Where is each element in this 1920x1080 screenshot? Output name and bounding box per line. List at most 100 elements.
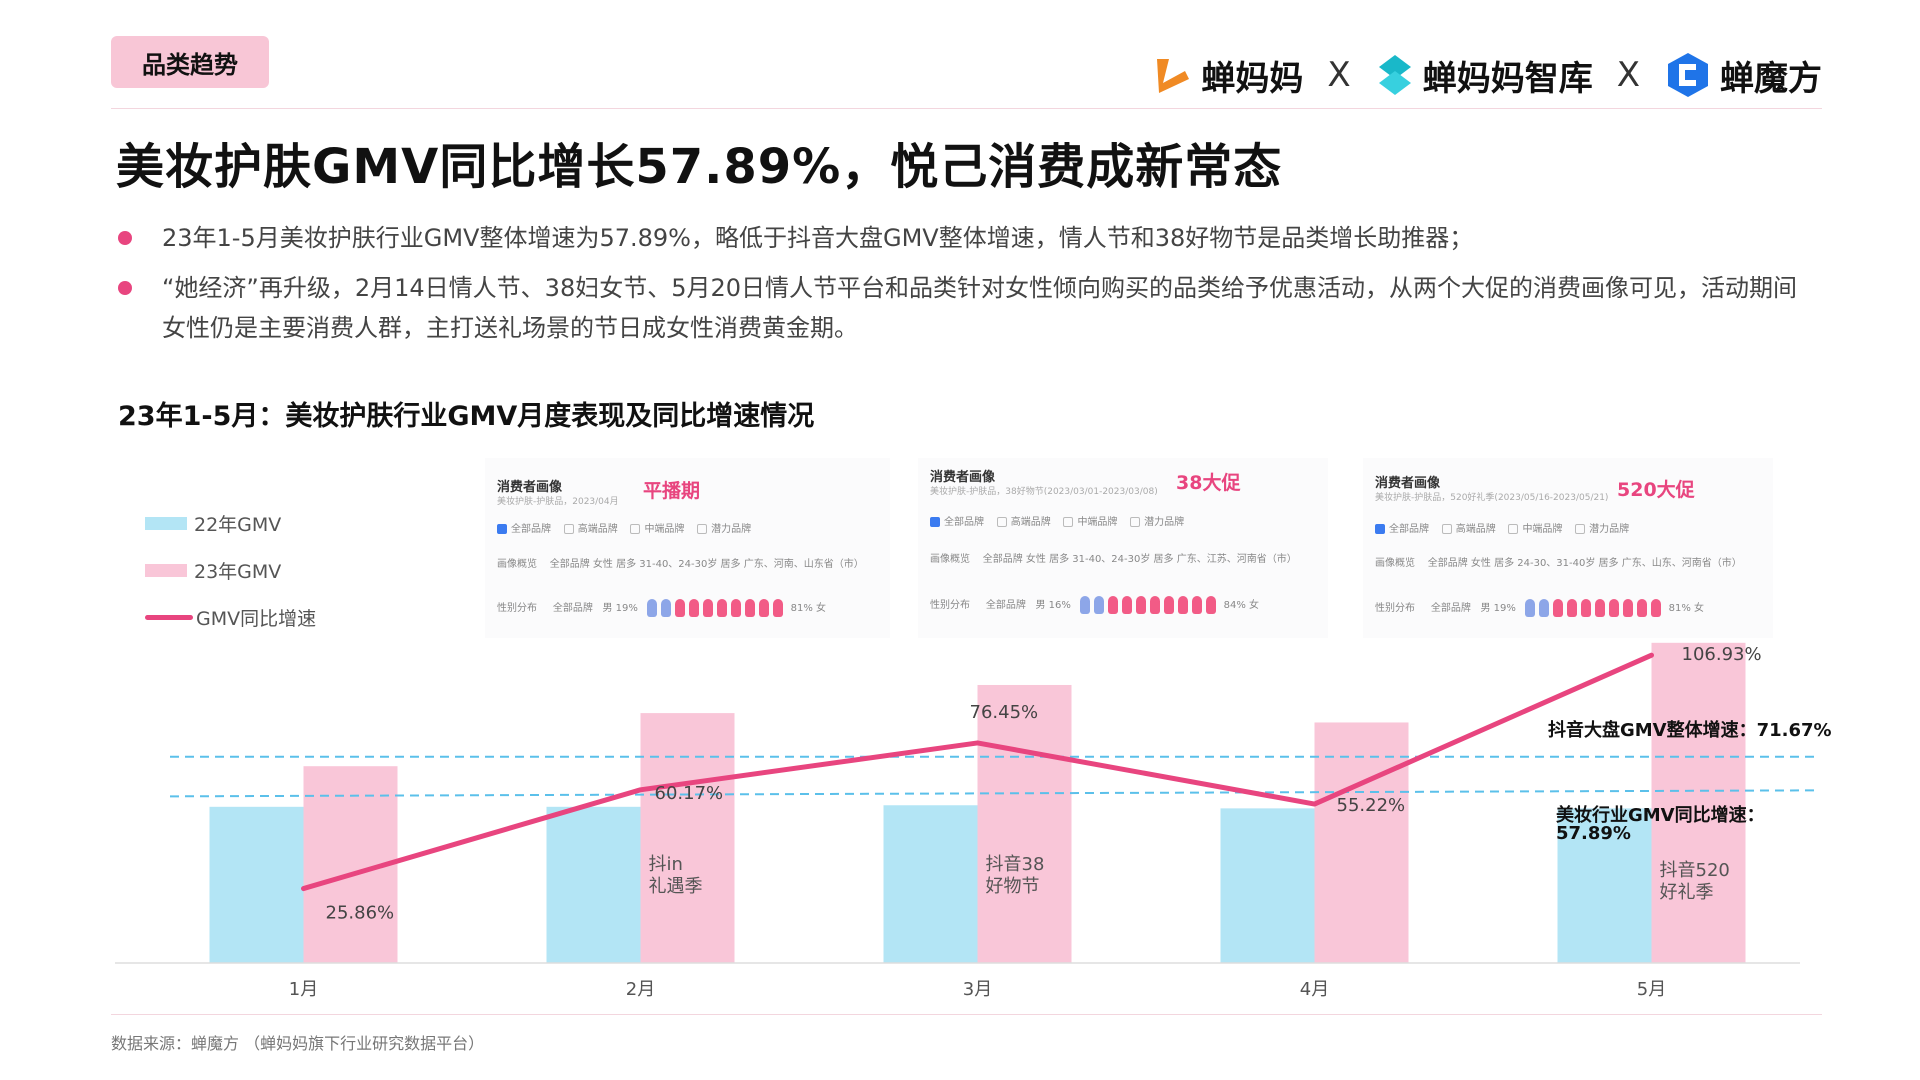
checkbox-icon[interactable]: [1508, 524, 1519, 534]
panel-subheading: 美妆护肤-护肤品，2023/04月: [497, 497, 619, 507]
checkbox-icon[interactable]: [1441, 524, 1452, 534]
growth-data-label: 55.22%: [1337, 795, 1406, 816]
female-person-icon: [1136, 596, 1147, 614]
x-tick-label: 5月: [1637, 979, 1666, 1000]
growth-data-label: 25.86%: [326, 903, 395, 924]
female-person-icon: [1581, 599, 1592, 617]
brand-filter-row: 全部品牌 高端品牌 中端品牌 潜力品牌: [1375, 520, 1629, 535]
female-person-icon: [675, 599, 686, 617]
douyin-growth-ref-label: 抖音大盘GMV整体增速：71.67%: [1548, 720, 1832, 741]
bar-annotation: 抖音38: [986, 854, 1045, 875]
overview-row: 画像概览 全部品牌 女性 居多 24-30、31-40岁 居多 广东、山东、河南…: [1375, 558, 1742, 569]
beauty-growth-ref-line: [169, 789, 1816, 798]
bar-annotation: 好礼季: [1660, 882, 1714, 903]
female-person-icon: [717, 599, 728, 617]
female-person-icon: [1192, 596, 1203, 614]
panel-subheading: 美妆护肤-护肤品，520好礼季(2023/05/16-2023/05/21): [1375, 493, 1609, 503]
checkbox-icon[interactable]: [996, 517, 1007, 527]
checkbox-icon[interactable]: [1063, 517, 1074, 527]
consumer-portrait-panel-38: 消费者画像 美妆护肤-护肤品，38好物节(2023/03/01-2023/03/…: [918, 458, 1328, 638]
male-person-icon: [1094, 596, 1105, 614]
gender-row: 性别分布 全部品牌 男 19% 81% 女: [497, 599, 826, 617]
bar-22-gmv: [883, 805, 978, 963]
female-person-icon: [1637, 599, 1648, 617]
data-source-note: 数据来源：蝉魔方 （蝉妈妈旗下行业研究数据平台）: [111, 1034, 485, 1053]
checkbox-icon[interactable]: [497, 524, 507, 534]
female-person-icon: [1150, 596, 1161, 614]
bar-23-gmv: [1314, 722, 1409, 963]
bar-annotation: 抖in: [649, 854, 683, 875]
legend-item-growth: GMV同比增速: [145, 594, 316, 641]
male-person-icon: [1080, 596, 1091, 614]
chanmama-zhiku-logo: 蝉妈妈智库: [1375, 51, 1593, 100]
gender-people-icons: [1080, 596, 1220, 614]
bullet-dot-icon: [118, 281, 132, 295]
legend-swatch: [145, 564, 187, 577]
bar-22-gmv: [546, 806, 641, 963]
bar-23-gmv: [640, 713, 735, 963]
female-person-icon: [1623, 599, 1634, 617]
male-person-icon: [1525, 599, 1536, 617]
bar-22-gmv: [1220, 808, 1315, 963]
header-divider: [111, 108, 1822, 109]
bullet-item: “她经济”再升级，2月14日情人节、38妇女节、5月20日情人节平台和品类针对女…: [118, 268, 1818, 348]
section-tag: 品类趋势: [111, 36, 269, 88]
male-person-icon: [647, 599, 658, 617]
growth-data-label: 76.45%: [970, 702, 1039, 723]
female-person-icon: [689, 599, 700, 617]
growth-data-label: 60.17%: [655, 783, 724, 804]
female-person-icon: [1651, 599, 1662, 617]
panel-heading: 消费者画像: [497, 480, 563, 495]
female-person-icon: [745, 599, 756, 617]
logo-separator: X: [1327, 55, 1351, 95]
female-person-icon: [1609, 599, 1620, 617]
x-tick-label: 4月: [1300, 979, 1329, 1000]
bar-annotation: 礼遇季: [649, 876, 703, 897]
checkbox-icon[interactable]: [563, 524, 574, 534]
panel-title: 平播期: [643, 480, 701, 502]
growth-data-label: 106.93%: [1682, 644, 1762, 665]
female-person-icon: [759, 599, 770, 617]
female-person-icon: [1567, 599, 1578, 617]
brand-filter-row: 全部品牌 高端品牌 中端品牌 潜力品牌: [930, 513, 1184, 528]
female-person-icon: [731, 599, 742, 617]
logo-separator-2: X: [1616, 55, 1640, 95]
checkbox-icon[interactable]: [1575, 524, 1586, 534]
male-person-icon: [661, 599, 672, 617]
male-person-icon: [1539, 599, 1550, 617]
bar-annotation: 好物节: [986, 876, 1040, 897]
panel-title: 38大促: [1176, 472, 1241, 494]
consumer-portrait-panel-normal: 消费者画像 美妆护肤-护肤品，2023/04月 平播期 全部品牌 高端品牌 中端…: [485, 458, 890, 638]
bar-23-gmv: [977, 684, 1072, 963]
summary-bullets: 23年1-5月美妆护肤行业GMV整体增速为57.89%，略低于抖音大盘GMV整体…: [118, 218, 1818, 358]
consumer-portrait-panel-520: 消费者画像 美妆护肤-护肤品，520好礼季(2023/05/16-2023/05…: [1363, 458, 1773, 638]
panel-title: 520大促: [1617, 479, 1695, 501]
female-person-icon: [1206, 596, 1217, 614]
checkbox-icon[interactable]: [930, 517, 940, 527]
beauty-growth-ref-label-2: 57.89%: [1556, 823, 1631, 844]
checkbox-icon[interactable]: [630, 524, 641, 534]
overview-row: 画像概览 全部品牌 女性 居多 31-40、24-30岁 居多 广东、江苏、河南…: [930, 554, 1297, 565]
checkbox-icon[interactable]: [1130, 517, 1141, 527]
checkbox-icon[interactable]: [697, 524, 708, 534]
bar-annotation: 抖音520: [1660, 860, 1730, 881]
gender-people-icons: [647, 599, 787, 617]
female-person-icon: [703, 599, 714, 617]
gender-row: 性别分布 全部品牌 男 16% 84% 女: [930, 596, 1259, 614]
bar-22-gmv: [209, 806, 304, 963]
x-tick-label: 1月: [289, 979, 318, 1000]
chanmama-icon: [1157, 59, 1190, 93]
brand-filter-row: 全部品牌 高端品牌 中端品牌 潜力品牌: [497, 520, 751, 535]
partner-logos: 蝉妈妈 X 蝉妈妈智库 X 蝉魔方: [1149, 45, 1822, 105]
gender-row: 性别分布 全部品牌 男 19% 81% 女: [1375, 599, 1704, 617]
chanmama-logo: 蝉妈妈: [1149, 51, 1303, 100]
overview-row: 画像概览 全部品牌 女性 居多 31-40、24-30岁 居多 广东、河南、山东…: [497, 559, 864, 570]
bullet-dot-icon: [118, 231, 132, 245]
footer-divider: [111, 1014, 1822, 1015]
bar-22-gmv: [1557, 808, 1652, 963]
panel-heading: 消费者画像: [930, 470, 996, 485]
legend-item-22-gmv: 22年GMV: [145, 500, 316, 547]
female-person-icon: [773, 599, 784, 617]
checkbox-icon[interactable]: [1375, 524, 1385, 534]
